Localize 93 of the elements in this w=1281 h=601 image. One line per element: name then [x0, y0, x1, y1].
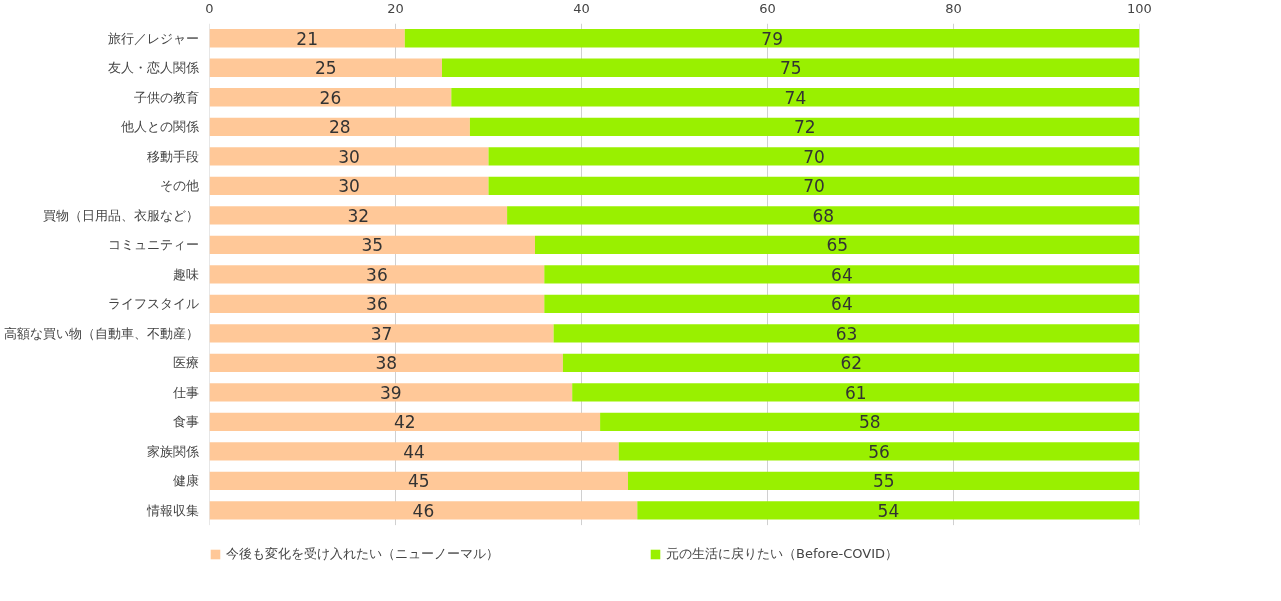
- data-label: 42: [393, 412, 416, 433]
- bar: [209, 294, 545, 313]
- bar: [507, 206, 1140, 225]
- y-tick-label: 友人・恋人関係: [107, 60, 199, 76]
- y-tick-label: 健康: [172, 473, 199, 489]
- data-label: 64: [831, 294, 853, 315]
- bar: [209, 58, 442, 77]
- y-tick-label: 情報収集: [145, 502, 199, 518]
- bar: [600, 412, 1140, 432]
- bar: [553, 324, 1140, 343]
- data-label: 26: [319, 87, 342, 108]
- bar: [209, 324, 554, 343]
- data-label: 62: [840, 353, 863, 374]
- data-label: 36: [366, 294, 388, 315]
- data-label: 54: [877, 500, 900, 521]
- data-label: 72: [793, 117, 816, 138]
- data-label: 70: [803, 146, 825, 167]
- bar: [209, 501, 638, 520]
- data-label: 44: [403, 441, 425, 462]
- data-label: 46: [412, 500, 435, 521]
- bar: [469, 117, 1140, 136]
- bar: [544, 265, 1140, 284]
- y-tick-label: 趣味: [172, 266, 199, 282]
- bar: [209, 442, 619, 461]
- bar: [442, 58, 1140, 77]
- bar: [544, 294, 1140, 313]
- bar: [209, 383, 573, 402]
- y-tick-label: 仕事: [171, 384, 199, 400]
- bar: [535, 235, 1140, 254]
- data-label: 32: [347, 205, 370, 226]
- legend-label: 今後も変化を受け入れたい（ニューノーマル）: [226, 545, 499, 563]
- data-label: 74: [784, 87, 807, 108]
- data-label: 38: [375, 353, 398, 374]
- data-label: 45: [407, 471, 430, 492]
- x-tick-label: 80: [945, 0, 962, 16]
- bar: [628, 471, 1140, 491]
- data-label: 55: [872, 471, 895, 492]
- data-label: 30: [338, 176, 360, 197]
- data-label: 21: [296, 28, 318, 49]
- bar: [572, 383, 1140, 402]
- bar: [209, 265, 545, 284]
- bar: [209, 412, 601, 432]
- data-label: 28: [328, 117, 351, 138]
- legend-label: 元の生活に戻りたい（Before-COVID）: [666, 545, 899, 563]
- bar: [488, 176, 1140, 195]
- bar: [637, 501, 1140, 520]
- data-label: 65: [826, 235, 849, 256]
- bar: [562, 353, 1140, 372]
- data-label: 79: [761, 28, 783, 49]
- y-tick-label: 子供の教育: [133, 89, 199, 105]
- y-tick-label: その他: [159, 178, 199, 194]
- data-label: 37: [370, 323, 393, 344]
- y-tick-label: コミュニティー: [107, 237, 199, 253]
- bar: [209, 353, 563, 372]
- bar: [209, 147, 489, 166]
- data-label: 61: [845, 382, 867, 403]
- y-tick-label: 他人との関係: [120, 119, 199, 135]
- bar: [209, 206, 508, 225]
- data-label: 63: [835, 323, 858, 344]
- y-tick-label: 旅行／レジャー: [107, 30, 199, 46]
- y-tick-label: 高額な買い物（自動車、不動産）: [3, 325, 199, 341]
- y-tick-label: 医療: [172, 355, 199, 371]
- data-label: 30: [338, 146, 360, 167]
- data-label: 25: [314, 58, 337, 79]
- y-tick-label: ライフスタイル: [107, 296, 199, 312]
- bar: [209, 117, 470, 136]
- bar: [209, 29, 405, 48]
- x-tick-label: 0: [205, 0, 214, 16]
- data-label: 70: [803, 176, 825, 197]
- bar: [209, 471, 628, 491]
- x-tick-label: 20: [387, 0, 404, 16]
- bar: [618, 442, 1140, 461]
- x-tick-label: 100: [1127, 0, 1152, 16]
- bar: [488, 147, 1140, 166]
- data-label: 75: [779, 58, 802, 79]
- data-label: 68: [812, 205, 835, 226]
- bar: [451, 88, 1140, 107]
- data-label: 39: [380, 382, 402, 403]
- x-tick-label: 40: [573, 0, 590, 16]
- bar: [209, 235, 535, 254]
- y-tick-label: 家族関係: [146, 443, 199, 459]
- data-label: 35: [361, 235, 384, 256]
- data-label: 58: [858, 412, 881, 433]
- y-tick-label: 買物（日用品、衣服など）: [42, 207, 199, 223]
- data-label: 36: [366, 264, 388, 285]
- bar: [209, 88, 452, 107]
- bar: [404, 29, 1140, 48]
- x-tick-label: 60: [759, 0, 776, 16]
- data-label: 56: [868, 441, 890, 462]
- bar: [209, 176, 489, 195]
- data-label: 64: [831, 264, 853, 285]
- y-tick-label: 食事: [172, 414, 199, 430]
- y-tick-label: 移動手段: [146, 148, 199, 164]
